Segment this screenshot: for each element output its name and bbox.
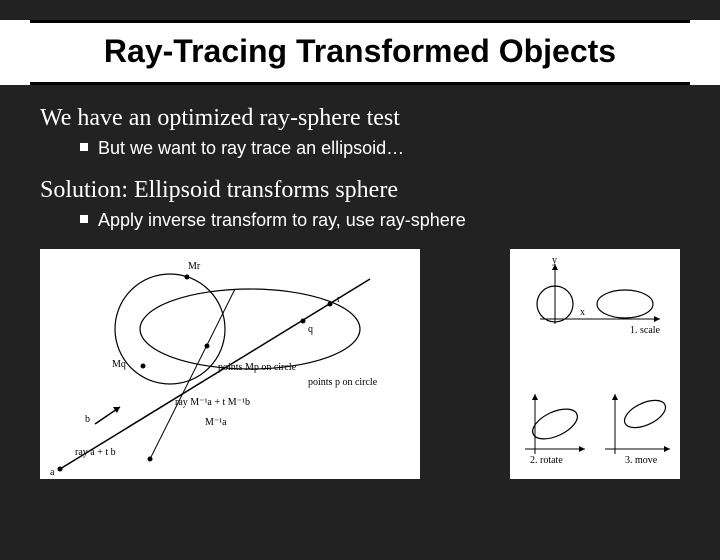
- label-y: y: [552, 255, 557, 266]
- label-ray2: ray M⁻¹a + t M⁻¹b: [175, 397, 250, 408]
- title-rule-bottom: [30, 82, 690, 85]
- bullet-sub-1: But we want to ray trace an ellipsoid…: [80, 138, 680, 159]
- label-rotate: 2. rotate: [530, 455, 563, 466]
- label-r: r: [337, 294, 340, 305]
- bullet-main-2: Solution: Ellipsoid transforms sphere: [40, 177, 680, 204]
- label-Mr: Mr: [188, 261, 200, 272]
- content-area: We have an optimized ray-sphere test But…: [40, 105, 680, 231]
- label-pts-Mp: points Mp on circle: [218, 362, 296, 373]
- label-x: x: [580, 307, 585, 318]
- slide-title: Ray-Tracing Transformed Objects: [30, 27, 690, 76]
- label-move: 3. move: [625, 455, 657, 466]
- label-Ma: M⁻¹a: [205, 417, 227, 428]
- diagram-ray-ellipse: Mr Mq r q a b M⁻¹a ray a + t b ray M⁻¹a …: [40, 249, 420, 479]
- label-q: q: [308, 324, 313, 335]
- diagram-transforms-svg: [510, 249, 680, 479]
- square-bullet-icon: [80, 143, 88, 151]
- label-a: a: [50, 467, 54, 478]
- title-rule-top: [30, 20, 690, 23]
- diagram-transforms: y x 1. scale 2. rotate 3. move: [510, 249, 680, 479]
- diagram-row: Mr Mq r q a b M⁻¹a ray a + t b ray M⁻¹a …: [40, 249, 680, 479]
- bullet-main-1: We have an optimized ray-sphere test: [40, 105, 680, 132]
- label-b: b: [85, 414, 90, 425]
- bullet-sub-2-text: Apply inverse transform to ray, use ray-…: [98, 210, 466, 230]
- square-bullet-icon: [80, 215, 88, 223]
- label-scale: 1. scale: [630, 325, 660, 336]
- label-ray1: ray a + t b: [75, 447, 116, 458]
- bullet-sub-2: Apply inverse transform to ray, use ray-…: [80, 210, 680, 231]
- bullet-sub-1-text: But we want to ray trace an ellipsoid…: [98, 138, 404, 158]
- label-pts-p: points p on circle: [308, 377, 377, 388]
- title-block: Ray-Tracing Transformed Objects: [0, 20, 720, 85]
- label-Mq: Mq: [112, 359, 126, 370]
